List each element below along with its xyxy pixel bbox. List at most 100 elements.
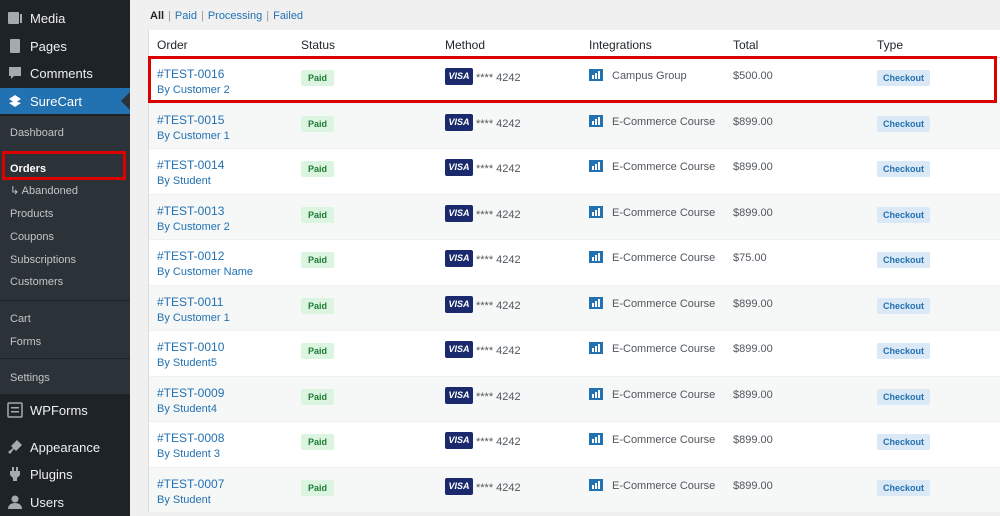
- filter-all[interactable]: All: [150, 10, 165, 22]
- header-order[interactable]: Order: [157, 38, 188, 52]
- submenu-abandoned[interactable]: ↳ Abandoned: [10, 185, 78, 197]
- order-number-link[interactable]: #TEST-0016: [157, 67, 225, 81]
- menu-item-plugins[interactable]: Plugins: [0, 461, 130, 487]
- table-row[interactable]: #TEST-0016 By Customer 2 Paid VISA **** …: [149, 58, 1000, 104]
- order-number-link[interactable]: #TEST-0007: [157, 476, 225, 491]
- type-badge: Checkout: [877, 206, 931, 223]
- filter-separator: |: [266, 10, 270, 22]
- submenu-products[interactable]: Products: [10, 208, 54, 220]
- order-number-link[interactable]: #TEST-0013: [157, 203, 225, 218]
- card-last4: **** 4242: [476, 390, 521, 403]
- submenu-orders[interactable]: Orders: [10, 163, 47, 175]
- header-total[interactable]: Total: [733, 38, 759, 52]
- order-customer[interactable]: By Customer 2: [157, 84, 230, 96]
- order-customer[interactable]: By Student: [157, 175, 211, 187]
- submenu-settings[interactable]: Settings: [10, 372, 50, 384]
- status-filters: All | Paid | Processing | Failed: [150, 10, 303, 22]
- menu-item-media[interactable]: Media: [0, 5, 130, 31]
- order-customer[interactable]: By Student5: [157, 357, 217, 369]
- menu-item-wpforms[interactable]: WPForms: [0, 397, 130, 423]
- integration-icon: [589, 387, 603, 400]
- card-last4: **** 4242: [476, 208, 521, 221]
- menu-item-surecart[interactable]: SureCart: [0, 88, 130, 114]
- card-last4: **** 4242: [476, 254, 521, 266]
- status-badge: Paid: [301, 252, 335, 268]
- table-row[interactable]: #TEST-0014 By Student Paid VISA **** 424…: [149, 149, 1000, 195]
- order-customer[interactable]: By Customer Name: [157, 266, 253, 278]
- order-customer[interactable]: By Student4: [157, 402, 217, 415]
- order-customer[interactable]: By Customer 2: [157, 220, 230, 233]
- menu-item-users[interactable]: Users: [0, 489, 130, 515]
- table-row[interactable]: #TEST-0011 By Customer 1 Paid VISA **** …: [149, 285, 1000, 331]
- orders-table: Order Status Method Integrations Total T…: [148, 30, 1000, 513]
- status-badge: Paid: [301, 297, 335, 314]
- order-number-link[interactable]: #TEST-0012: [157, 249, 225, 263]
- order-total: $899.00: [733, 343, 773, 355]
- integration-name: E-Commerce Course: [612, 479, 716, 492]
- header-method[interactable]: Method: [445, 38, 486, 52]
- table-row[interactable]: #TEST-0015 By Customer 1 Paid VISA **** …: [149, 103, 1000, 149]
- filter-separator: |: [200, 10, 204, 22]
- submenu-dashboard[interactable]: Dashboard: [10, 127, 64, 139]
- order-customer[interactable]: By Customer 1: [157, 129, 230, 142]
- header-status[interactable]: Status: [301, 38, 336, 52]
- status-badge: Paid: [301, 434, 335, 450]
- visa-card-icon: VISA: [445, 204, 473, 222]
- order-number-link[interactable]: #TEST-0014: [157, 158, 225, 172]
- menu-item-label: Pages: [30, 38, 67, 54]
- header-type[interactable]: Type: [877, 38, 904, 52]
- order-total: $500.00: [733, 70, 773, 82]
- order-total: $75.00: [733, 252, 767, 264]
- integration-icon: [589, 296, 603, 309]
- table-row[interactable]: #TEST-0010 By Student5 Paid VISA **** 42…: [149, 331, 1000, 377]
- table-row[interactable]: #TEST-0007 By Student Paid VISA **** 424…: [149, 467, 1000, 513]
- table-row[interactable]: #TEST-0012 By Customer Name Paid VISA **…: [149, 240, 1000, 286]
- order-customer[interactable]: By Customer 1: [157, 311, 230, 324]
- order-total: $899.00: [733, 206, 773, 219]
- integration-name: E-Commerce Course: [612, 297, 716, 310]
- header-integrations[interactable]: Integrations: [589, 38, 652, 52]
- status-badge: Paid: [301, 115, 335, 132]
- order-number-link[interactable]: #TEST-0008: [157, 431, 225, 445]
- visa-card-icon: VISA: [445, 113, 473, 131]
- integration-name: E-Commerce Course: [612, 252, 716, 264]
- current-menu-arrow: [121, 92, 130, 110]
- submenu-cart[interactable]: Cart: [10, 313, 31, 325]
- order-number-link[interactable]: #TEST-0015: [157, 112, 225, 127]
- visa-card-icon: VISA: [445, 477, 473, 495]
- type-badge: Checkout: [877, 479, 931, 496]
- order-number-link[interactable]: #TEST-0011: [157, 294, 224, 309]
- submenu-coupons[interactable]: Coupons: [10, 231, 55, 243]
- visa-card-icon: VISA: [445, 341, 473, 358]
- status-badge: Paid: [301, 388, 335, 405]
- order-customer[interactable]: By Student 3: [157, 448, 220, 460]
- type-badge: Checkout: [877, 161, 931, 177]
- table-row[interactable]: #TEST-0009 By Student4 Paid VISA **** 42…: [149, 376, 1000, 422]
- card-last4: **** 4242: [476, 163, 521, 175]
- integration-icon: [589, 205, 603, 218]
- visa-card-icon: VISA: [445, 250, 473, 267]
- menu-item-appearance[interactable]: Appearance: [0, 434, 130, 460]
- menu-item-label: Media: [30, 10, 66, 26]
- submenu-customers[interactable]: Customers: [10, 276, 64, 288]
- order-number-link[interactable]: #TEST-0010: [157, 340, 225, 354]
- order-number-link[interactable]: #TEST-0009: [157, 385, 225, 400]
- order-total: $899.00: [733, 479, 773, 492]
- filter-paid[interactable]: Paid: [174, 10, 197, 22]
- submenu-subscriptions[interactable]: Subscriptions: [10, 254, 77, 266]
- submenu-forms[interactable]: Forms: [10, 336, 42, 348]
- surecart-icon: [7, 93, 23, 109]
- order-total: $899.00: [733, 115, 773, 128]
- integration-icon: [589, 114, 603, 127]
- order-customer[interactable]: By Student: [157, 493, 211, 506]
- filter-processing[interactable]: Processing: [207, 10, 263, 22]
- visa-card-icon: VISA: [445, 432, 473, 449]
- integration-name: E-Commerce Course: [612, 343, 716, 355]
- menu-item-comments[interactable]: Comments: [0, 60, 130, 86]
- row-highlight-box: [148, 56, 997, 103]
- filter-failed[interactable]: Failed: [273, 10, 304, 22]
- menu-item-pages[interactable]: Pages: [0, 33, 130, 59]
- table-row[interactable]: #TEST-0008 By Student 3 Paid VISA **** 4…: [149, 422, 1000, 468]
- status-badge: Paid: [301, 206, 335, 223]
- table-row[interactable]: #TEST-0013 By Customer 2 Paid VISA **** …: [149, 194, 1000, 240]
